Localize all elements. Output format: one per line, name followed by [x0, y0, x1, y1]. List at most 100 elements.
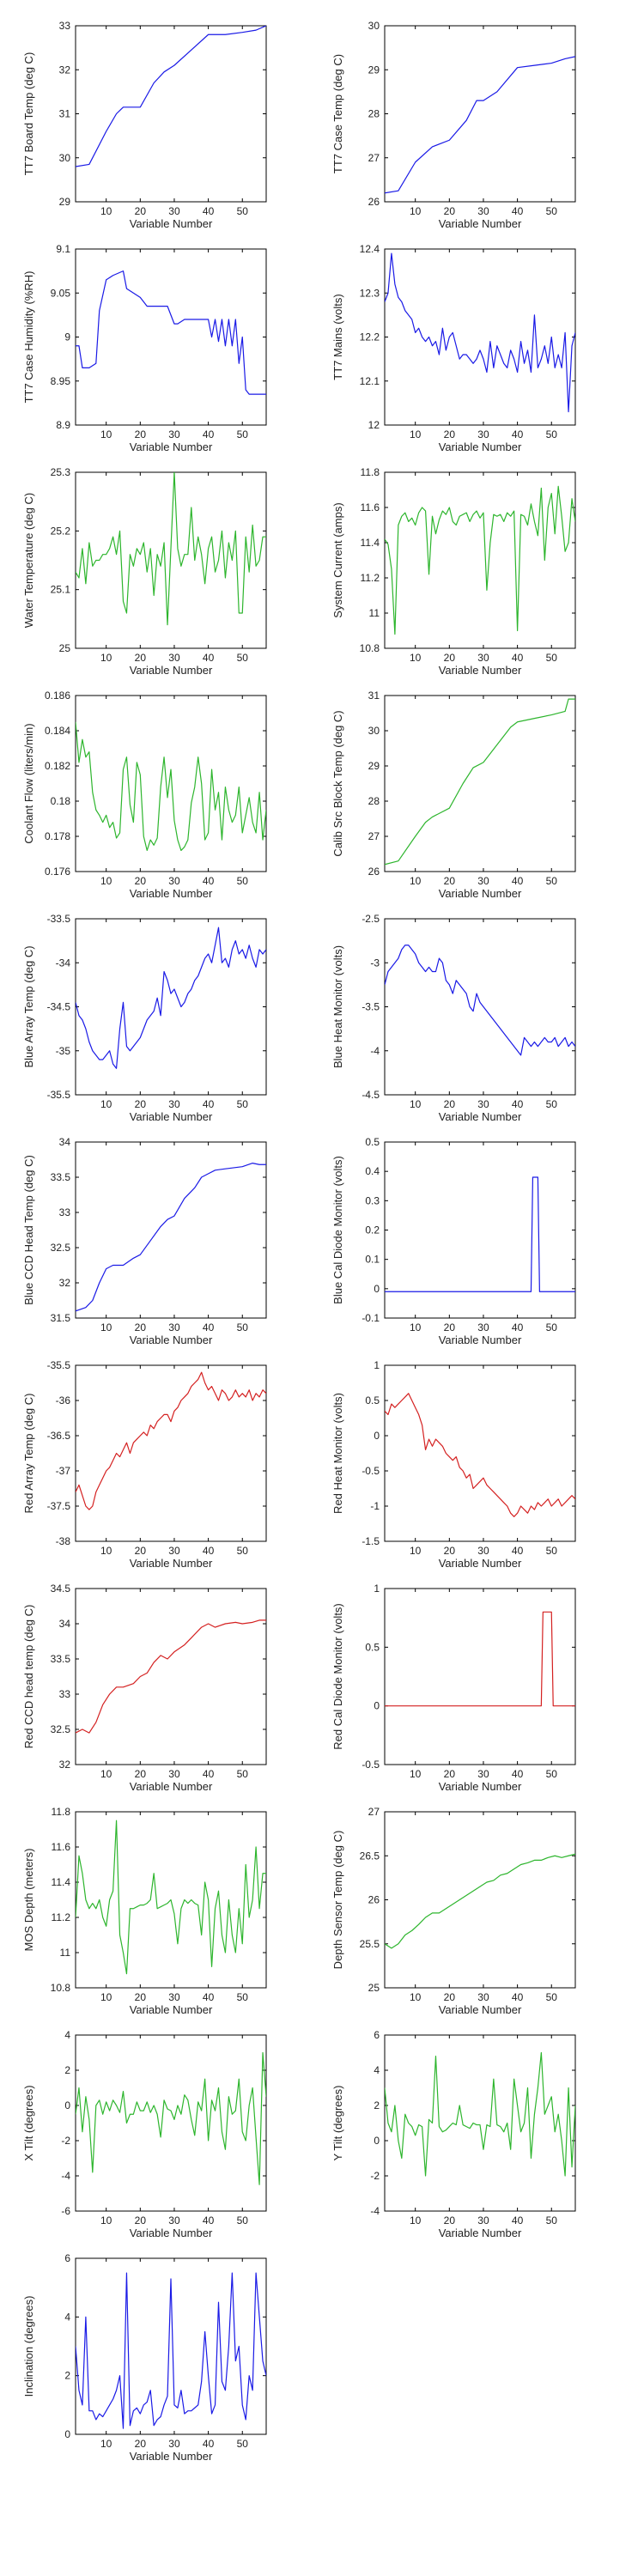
x-tick-label: 30 [168, 1321, 180, 1334]
y-tick-label: 11.2 [361, 572, 380, 584]
y-tick-label: 12.3 [360, 287, 380, 299]
y-tick-label: 2 [374, 2099, 380, 2111]
x-axis-label: Variable Number [439, 2003, 522, 2016]
x-tick-label: 10 [100, 1545, 112, 1557]
y-tick-label: -34.5 [47, 1001, 71, 1013]
y-tick-label: 32.5 [51, 1242, 71, 1254]
x-axis-label: Variable Number [439, 217, 522, 230]
x-tick-label: 50 [237, 1991, 249, 2003]
x-tick-label: 30 [168, 428, 180, 440]
chart-svg: 10 20 30 40 50 10.8 11 11.2 11.4 11.6 11.8 Variable… [22, 1806, 267, 2016]
y-tick-label: 6 [64, 2252, 70, 2264]
x-axis-label: Variable Number [130, 1780, 213, 1793]
series-line [76, 1820, 266, 1975]
y-tick-label: 32 [59, 1277, 71, 1289]
x-tick-label: 40 [512, 1768, 524, 1780]
x-tick-label: 50 [546, 1991, 558, 2003]
x-tick-label: 50 [237, 875, 249, 887]
plot-frame [384, 25, 576, 203]
x-axis-label: Variable Number [439, 1557, 522, 1570]
x-axis-label: Variable Number [439, 664, 522, 677]
y-axis-label: Y Tilt (degrees) [331, 2086, 344, 2161]
y-tick-label: 10.8 [51, 1982, 71, 1994]
x-tick-label: 50 [237, 2438, 249, 2450]
y-tick-label: 0.2 [365, 1224, 380, 1236]
y-tick-label: 0.4 [365, 1165, 380, 1177]
x-tick-label: 10 [410, 1545, 422, 1557]
y-tick-label: -3.5 [361, 1001, 380, 1013]
y-tick-label: 0.5 [365, 1136, 380, 1148]
x-tick-label: 20 [444, 1545, 456, 1557]
plot-frame [384, 1588, 576, 1765]
x-tick-label: 10 [410, 1768, 422, 1780]
chart-svg: 10 20 30 40 50 31.5 32 32.5 33 33.5 34 Variable Num… [22, 1136, 267, 1346]
x-tick-label: 40 [203, 1545, 215, 1557]
plot-frame [384, 2034, 576, 2212]
x-tick-label: 20 [135, 652, 147, 664]
x-tick-label: 30 [168, 2438, 180, 2450]
y-tick-label: 1 [374, 1583, 380, 1595]
x-tick-label: 10 [410, 205, 422, 217]
x-tick-label: 30 [168, 1545, 180, 1557]
series-line [385, 945, 575, 1056]
chart-panel-15: 10 20 30 40 50 32 32.5 33 33.5 34 34.5 Variable Num… [9, 1576, 309, 1799]
y-axis-label: Red Cal Diode Monitor (volts) [331, 1603, 344, 1750]
x-tick-label: 10 [100, 875, 112, 887]
chart-svg: 10 20 30 40 50 -0.5 0 0.5 1 Variable Number Red Ca… [331, 1583, 576, 1793]
y-tick-label: 25 [59, 642, 71, 654]
x-tick-label: 30 [477, 1768, 489, 1780]
y-tick-label: 28 [368, 795, 380, 807]
y-tick-label: -4.5 [361, 1089, 380, 1101]
chart-panel-1: 10 20 30 40 50 29 30 31 32 33 Variable Number TT7 B… [9, 13, 309, 236]
chart-panel-4: 10 20 30 40 50 12 12.1 12.2 12.3 12.4 Variable Num… [318, 236, 618, 459]
x-tick-label: 40 [512, 1545, 524, 1557]
x-tick-label: 10 [410, 875, 422, 887]
y-tick-label: 29 [368, 760, 380, 772]
chart-panel-18: 10 20 30 40 50 25 25.5 26 26.5 27 Variable Number D… [318, 1799, 618, 2022]
x-axis-label: Variable Number [130, 887, 213, 900]
chart-svg: 10 20 30 40 50 -1.5 -1 -0.5 0 0.5 1 Variable Number… [331, 1359, 576, 1570]
x-tick-label: 30 [477, 652, 489, 664]
x-tick-label: 10 [100, 2215, 112, 2227]
y-tick-label: 0.176 [45, 866, 70, 878]
y-tick-label: -4 [370, 2205, 380, 2217]
y-tick-label: 0.1 [365, 1254, 380, 1266]
y-tick-label: -36.5 [47, 1430, 71, 1442]
y-axis-label: Calib Src Block Temp (deg C) [331, 710, 344, 856]
plot-frame [75, 918, 267, 1096]
x-tick-label: 40 [203, 1991, 215, 2003]
y-tick-label: 6 [374, 2029, 380, 2041]
plot-frame [384, 1811, 576, 1989]
y-tick-label: -35.5 [47, 1089, 71, 1101]
x-tick-label: 40 [203, 875, 215, 887]
y-tick-label: 0.3 [365, 1194, 380, 1206]
x-tick-label: 30 [168, 652, 180, 664]
y-tick-label: 25.5 [360, 1938, 380, 1950]
y-axis-label: TT7 Mains (volts) [331, 294, 344, 380]
x-tick-label: 20 [135, 428, 147, 440]
y-tick-label: 11.4 [361, 537, 380, 549]
chart-panel-14: 10 20 30 40 50 -1.5 -1 -0.5 0 0.5 1 Variable Number… [318, 1352, 618, 1576]
x-axis-label: Variable Number [130, 664, 213, 677]
y-tick-label: 33 [59, 20, 71, 32]
y-tick-label: -2 [370, 2170, 380, 2182]
x-tick-label: 50 [546, 2215, 558, 2227]
x-tick-label: 40 [203, 1321, 215, 1334]
x-tick-label: 20 [135, 1768, 147, 1780]
x-tick-label: 20 [135, 1545, 147, 1557]
chart-panel-17: 10 20 30 40 50 10.8 11 11.2 11.4 11.6 11.8 Variable… [9, 1799, 309, 2022]
x-tick-label: 50 [237, 2215, 249, 2227]
x-tick-label: 50 [237, 428, 249, 440]
y-tick-label: 11.2 [52, 1911, 71, 1923]
chart-svg: 10 20 30 40 50 0 2 4 6 Variable Number Inclination… [22, 2252, 267, 2463]
x-tick-label: 30 [477, 1098, 489, 1110]
x-tick-label: 10 [100, 2438, 112, 2450]
x-tick-label: 30 [477, 428, 489, 440]
series-line [76, 1162, 266, 1312]
y-tick-label: 2 [64, 2064, 70, 2076]
y-axis-label: MOS Depth (meters) [22, 1849, 35, 1952]
chart-svg: 10 20 30 40 50 0.176 0.178 0.18 0.182 0.184 0.186 V… [22, 690, 267, 900]
x-tick-label: 10 [100, 428, 112, 440]
y-tick-label: 9.05 [51, 287, 71, 299]
x-tick-label: 10 [410, 1321, 422, 1334]
